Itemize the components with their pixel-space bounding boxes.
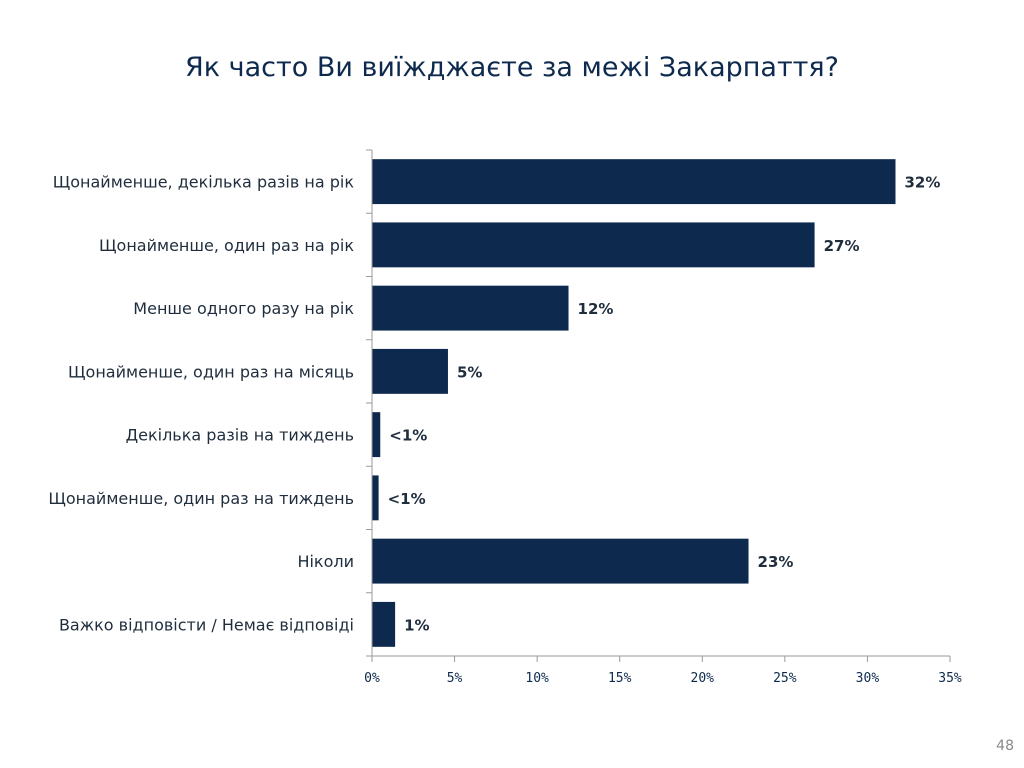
bar <box>372 538 749 584</box>
bar <box>372 601 396 647</box>
page-number: 48 <box>996 738 1014 754</box>
category-label: Щонайменше, один раз на місяць <box>68 362 354 381</box>
category-label: Ніколи <box>297 552 354 571</box>
bar <box>372 412 381 458</box>
category-label: Щонайменше, один раз на тиждень <box>48 489 354 508</box>
bar <box>372 285 569 331</box>
data-label: 27% <box>824 237 860 255</box>
category-label: Менше одного разу на рік <box>133 299 354 318</box>
x-tick-label: 0% <box>364 671 380 686</box>
axis-layer <box>366 149 951 662</box>
bar <box>372 222 815 268</box>
category-label: Щонайменше, декілька разів на рік <box>53 173 355 192</box>
x-tick-label: 35% <box>938 671 962 686</box>
data-label: <1% <box>389 427 427 445</box>
chart-title: Як часто Ви виїжджаєте за межі Закарпатт… <box>185 52 839 83</box>
data-label: <1% <box>388 490 426 508</box>
data-label: 23% <box>758 553 794 571</box>
x-tick-label: 30% <box>856 671 880 686</box>
category-label: Щонайменше, один раз на рік <box>99 236 354 255</box>
x-tick-label: 15% <box>608 671 632 686</box>
data-label: 5% <box>457 363 482 381</box>
x-tick-label: 10% <box>525 671 549 686</box>
data-label: 12% <box>578 300 614 318</box>
category-label: Важко відповісти / Немає відповіді <box>59 615 354 634</box>
x-tick-label: 5% <box>447 671 463 686</box>
labels-layer: Щонайменше, декілька разів на рік 32% Щона… <box>48 173 962 686</box>
data-label: 1% <box>404 616 429 634</box>
x-tick-label: 20% <box>691 671 715 686</box>
category-label: Декілька разів на тиждень <box>126 426 354 445</box>
bar <box>372 348 448 394</box>
data-label: 32% <box>905 174 941 192</box>
bar <box>372 159 896 205</box>
x-tick-label: 25% <box>773 671 797 686</box>
bars-layer <box>372 159 896 647</box>
bar <box>372 475 379 521</box>
